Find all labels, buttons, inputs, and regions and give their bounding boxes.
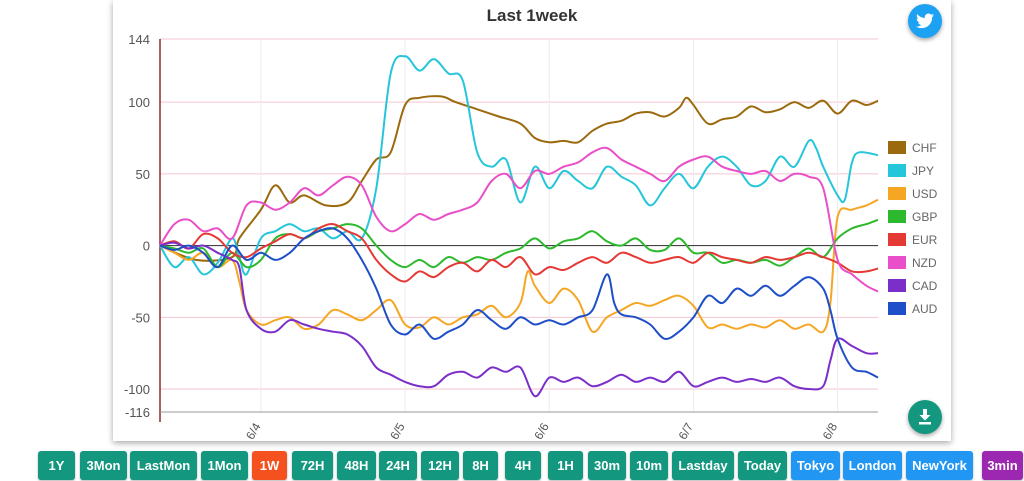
range-button-30m[interactable]: 30m <box>588 451 626 480</box>
range-button-london[interactable]: London <box>843 451 902 480</box>
legend-label: NZD <box>912 255 937 270</box>
range-button-tokyo[interactable]: Tokyo <box>791 451 840 480</box>
range-button-1y[interactable]: 1Y <box>38 451 75 480</box>
chart-card: Last 1week 144 100 50 0 -50 -100 -116 6/4 6/5 6/6… <box>113 0 951 441</box>
legend-swatch <box>888 141 906 154</box>
legend-label: JPY <box>912 163 935 178</box>
range-button-48h[interactable]: 48H <box>337 451 376 480</box>
legend-swatch <box>888 187 906 200</box>
range-button-3min[interactable]: 3min <box>982 451 1023 480</box>
series-line-nzd <box>159 146 879 293</box>
chart-legend: CHF JPY USD GBP EUR NZD CAD AUD <box>888 136 937 320</box>
range-button-newyork[interactable]: NewYork <box>906 451 973 480</box>
series-line-usd <box>159 198 879 334</box>
legend-item-jpy[interactable]: JPY <box>888 159 937 182</box>
x-tick-label: 6/4 <box>243 420 264 441</box>
legend-label: CHF <box>912 140 937 155</box>
x-tick-label: 6/7 <box>676 420 697 441</box>
legend-label: EUR <box>912 232 938 247</box>
range-button-today[interactable]: Today <box>738 451 787 480</box>
range-button-8h[interactable]: 8H <box>463 451 498 480</box>
legend-label: GBP <box>912 209 938 224</box>
y-tick-label: -100 <box>124 382 150 397</box>
legend-item-chf[interactable]: CHF <box>888 136 937 159</box>
range-button-72h[interactable]: 72H <box>292 451 333 480</box>
y-tick-label: -116 <box>125 405 150 420</box>
chart-title: Last 1week <box>486 6 578 25</box>
legend-swatch <box>888 233 906 246</box>
line-chart: 144 100 50 0 -50 -100 -116 6/4 6/5 6/6 6/7 6/8 <box>124 32 879 441</box>
y-tick-label: 50 <box>136 167 150 182</box>
series-line-eur <box>159 223 879 283</box>
legend-item-nzd[interactable]: NZD <box>888 251 937 274</box>
range-button-24h[interactable]: 24H <box>379 451 417 480</box>
legend-label: USD <box>912 186 938 201</box>
legend-item-usd[interactable]: USD <box>888 182 937 205</box>
legend-label: CAD <box>912 278 938 293</box>
x-tick-label: 6/5 <box>387 420 408 441</box>
legend-item-cad[interactable]: CAD <box>888 274 937 297</box>
y-tick-label: 100 <box>128 95 150 110</box>
download-button[interactable] <box>908 400 942 434</box>
range-button-bar: 1Y 3Mon LastMon 1Mon 1W 72H 48H 24H 12H 8H 4H 1H 30m… <box>0 451 1024 481</box>
download-icon <box>919 409 931 425</box>
y-tick-label: -50 <box>131 310 150 325</box>
range-button-4h[interactable]: 4H <box>505 451 541 480</box>
y-tick-label: 144 <box>128 32 150 47</box>
legend-label: AUD <box>912 301 938 316</box>
y-tick-label: 0 <box>143 239 150 254</box>
range-button-1w[interactable]: 1W <box>252 451 287 480</box>
twitter-share-button[interactable] <box>908 4 942 38</box>
legend-swatch <box>888 302 906 315</box>
range-button-1mon[interactable]: 1Mon <box>201 451 248 480</box>
x-tick-label: 6/8 <box>820 420 841 441</box>
twitter-icon <box>916 13 934 29</box>
range-button-12h[interactable]: 12H <box>421 451 459 480</box>
range-button-3mon[interactable]: 3Mon <box>80 451 127 480</box>
legend-swatch <box>888 279 906 292</box>
series-line-jpy <box>159 55 879 276</box>
x-tick-label: 6/6 <box>531 420 552 441</box>
range-button-1h[interactable]: 1H <box>548 451 583 480</box>
range-button-lastday[interactable]: Lastday <box>672 451 734 480</box>
range-button-lastmon[interactable]: LastMon <box>130 451 197 480</box>
legend-swatch <box>888 164 906 177</box>
range-button-10m[interactable]: 10m <box>630 451 668 480</box>
series-line-aud <box>159 227 879 379</box>
legend-swatch <box>888 210 906 223</box>
legend-item-eur[interactable]: EUR <box>888 228 937 251</box>
legend-item-aud[interactable]: AUD <box>888 297 937 320</box>
legend-item-gbp[interactable]: GBP <box>888 205 937 228</box>
series-line-gbp <box>159 218 879 269</box>
legend-swatch <box>888 256 906 269</box>
series-line-chf <box>159 95 879 262</box>
series-line-cad <box>159 241 879 398</box>
